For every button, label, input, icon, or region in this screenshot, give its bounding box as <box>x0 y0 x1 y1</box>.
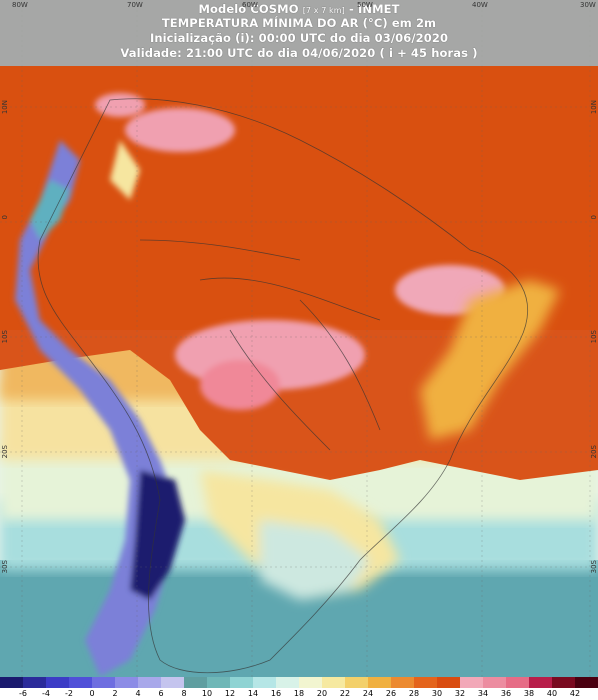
colorbar-swatch <box>368 677 392 688</box>
colorbar-tick-label: 8 <box>181 689 187 698</box>
longitude-label: 70W <box>127 1 143 9</box>
colorbar-swatch <box>230 677 254 688</box>
longitude-label: 40W <box>472 1 488 9</box>
colorbar-swatch <box>253 677 277 688</box>
latitude-label-left: 20S <box>1 445 9 459</box>
model-organization: - INMET <box>349 2 400 16</box>
header-line-model: Modelo COSMO [7 x 7 km] - INMET <box>0 2 598 16</box>
colorbar-tick-label: 28 <box>408 689 420 698</box>
longitude-label: 50W <box>357 1 373 9</box>
colorbar-tick-label: 40 <box>546 689 558 698</box>
colorbar-swatch <box>460 677 484 688</box>
colorbar-swatch <box>161 677 185 688</box>
colorbar-swatch <box>69 677 93 688</box>
colorbar-tick-label: -4 <box>42 689 50 698</box>
colorbar-tick-label: 32 <box>454 689 466 698</box>
latitude-label-left: 0 <box>1 215 9 220</box>
colorbar-swatch <box>437 677 461 688</box>
colorbar-tick-label: 6 <box>158 689 164 698</box>
colorbar-swatch <box>92 677 116 688</box>
latitude-label-right: 30S <box>590 560 598 574</box>
colorbar-tick-label: -2 <box>65 689 73 698</box>
temperature-field <box>0 0 598 677</box>
south-america-outline <box>37 98 529 674</box>
colorbar-tick-label: 18 <box>293 689 305 698</box>
latitude-label-right: 0 <box>590 215 598 220</box>
colorbar-tick-label: 34 <box>477 689 489 698</box>
colorbar-swatch <box>322 677 346 688</box>
colorbar-tick-label: 0 <box>89 689 95 698</box>
colorbar-tick-label: 12 <box>224 689 236 698</box>
colorbar-swatch <box>276 677 300 688</box>
colorbar-tick-label: 38 <box>523 689 535 698</box>
header-line-validity: Validade: 21:00 UTC do dia 04/06/2020 ( … <box>120 46 478 60</box>
colorbar-tick-label: -6 <box>19 689 27 698</box>
header-line-variable: TEMPERATURA MÍNIMA DO AR (°C) em 2m <box>161 16 437 30</box>
colorbar-tick-label: 30 <box>431 689 443 698</box>
colorbar-tick-label: 24 <box>362 689 374 698</box>
latitude-label-right: 20S <box>590 445 598 459</box>
colorbar-tick-label: 20 <box>316 689 328 698</box>
longitude-label: 80W <box>12 1 28 9</box>
colorbar-swatch <box>345 677 369 688</box>
colorbar-tick-label: 26 <box>385 689 397 698</box>
colorbar-tick-label: 2 <box>112 689 118 698</box>
colorbar-tick-label: 10 <box>201 689 213 698</box>
header-line-init: Inicialização (i): 00:00 UTC do dia 03/0… <box>149 31 449 45</box>
colorbar-swatch <box>184 677 208 688</box>
colorbar-swatch <box>299 677 323 688</box>
colorbar-tick-label: 22 <box>339 689 351 698</box>
colorbar-swatch <box>575 677 598 688</box>
colorbar-swatch <box>115 677 139 688</box>
colorbar-swatch <box>0 677 24 688</box>
latitude-label-right: 10N <box>590 100 598 115</box>
colorbar-swatch <box>138 677 162 688</box>
colorbar-swatch <box>529 677 553 688</box>
colorbar-swatch <box>506 677 530 688</box>
colorbar-tick-label: 4 <box>135 689 141 698</box>
colorbar-swatch <box>391 677 415 688</box>
longitude-label: 60W <box>242 1 258 9</box>
colorbar-tick-label: 16 <box>270 689 282 698</box>
latitude-label-left: 10S <box>1 330 9 344</box>
colorbar-swatch <box>207 677 231 688</box>
model-resolution: [7 x 7 km] <box>302 6 345 15</box>
colorbar-swatch <box>23 677 47 688</box>
map-header: Modelo COSMO [7 x 7 km] - INMET TEMPERAT… <box>0 0 598 66</box>
latitude-label-left: 30S <box>1 560 9 574</box>
colorbar-swatch <box>483 677 507 688</box>
color-scale-legend: -6 -4 -2 0 2 4 6 8 10 12 14 16 18 20 22 24 26 28 30 32 34 36 3… <box>0 677 598 700</box>
latitude-label-right: 10S <box>590 330 598 344</box>
colorbar-swatch <box>46 677 70 688</box>
longitude-label: 30W <box>580 1 596 9</box>
colorbar-swatch <box>414 677 438 688</box>
colorbar-swatch <box>552 677 576 688</box>
colorbar-tick-label: 14 <box>247 689 259 698</box>
colorbar-tick-label: 36 <box>500 689 512 698</box>
latitude-label-left: 10N <box>1 100 9 115</box>
model-name: Modelo COSMO <box>198 2 299 16</box>
colorbar-tick-label: 42 <box>569 689 581 698</box>
